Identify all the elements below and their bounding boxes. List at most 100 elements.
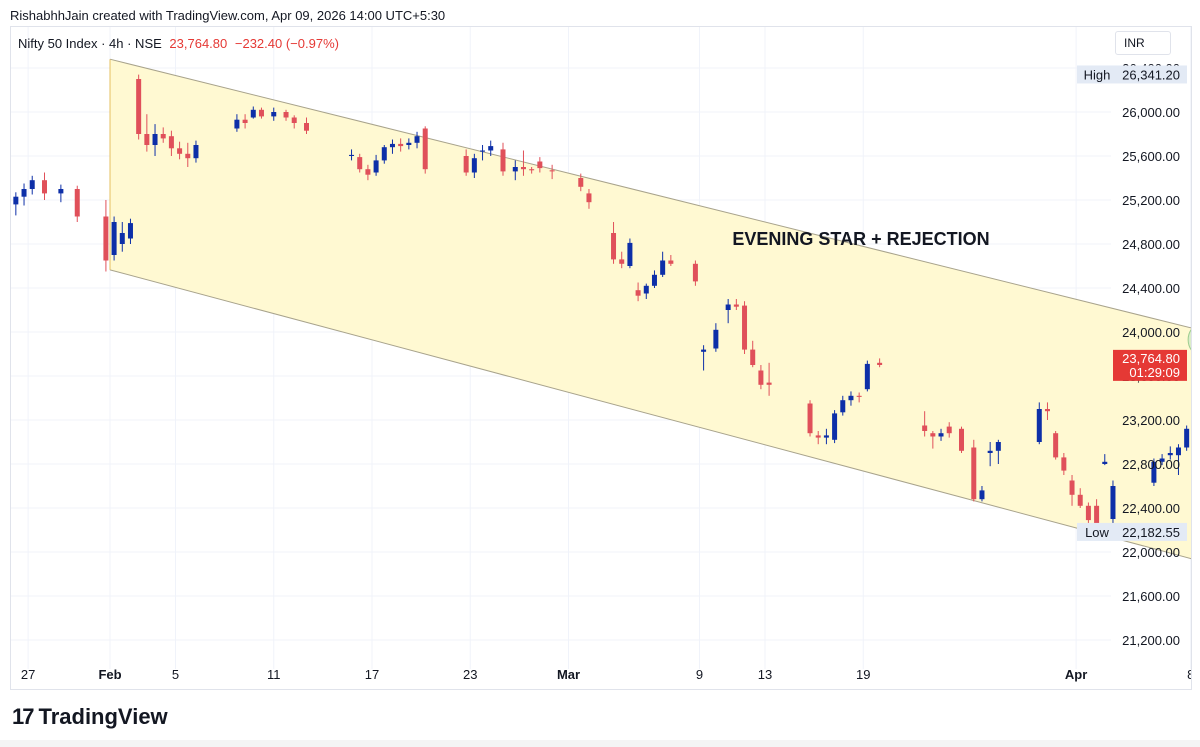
candle-body bbox=[946, 426, 952, 434]
candle bbox=[193, 140, 199, 163]
candle bbox=[271, 107, 277, 121]
candle-body bbox=[152, 134, 158, 145]
candle-body bbox=[1151, 461, 1157, 483]
candle-body bbox=[488, 146, 494, 151]
candle-body bbox=[177, 148, 183, 154]
time-tick-label: 5 bbox=[172, 667, 179, 682]
time-tick-label: 19 bbox=[856, 667, 870, 682]
candle bbox=[488, 140, 494, 156]
time-tick-label: 27 bbox=[21, 667, 35, 682]
time-axis: 27Feb5111723Mar91319Apr8152127May bbox=[21, 667, 1191, 682]
candle-body bbox=[160, 134, 166, 139]
candle bbox=[406, 138, 412, 150]
candle-body bbox=[480, 150, 486, 152]
candle-body bbox=[520, 167, 526, 170]
candle bbox=[758, 365, 764, 390]
candle-body bbox=[848, 395, 854, 401]
chart-credit: RishabhhJain created with TradingView.co… bbox=[10, 8, 446, 23]
candle bbox=[463, 149, 469, 176]
candle bbox=[864, 360, 870, 392]
candle bbox=[1044, 402, 1050, 420]
candle-body bbox=[193, 145, 199, 159]
candle bbox=[480, 145, 486, 161]
candle-body bbox=[389, 143, 395, 148]
candle bbox=[877, 358, 883, 368]
candle-body bbox=[1061, 457, 1067, 471]
price-tick-label: 24,000.00 bbox=[1122, 325, 1180, 340]
candle bbox=[234, 114, 240, 132]
candle bbox=[414, 131, 420, 149]
candle bbox=[930, 431, 936, 449]
high-tag bbox=[1077, 65, 1117, 84]
candle-body bbox=[103, 216, 109, 261]
time-tick-label: 8 bbox=[1187, 667, 1191, 682]
candle-body bbox=[578, 178, 584, 187]
candle bbox=[119, 222, 125, 252]
candle-body bbox=[127, 223, 133, 239]
candle bbox=[995, 439, 1001, 464]
candle bbox=[537, 157, 543, 173]
candle bbox=[1175, 444, 1181, 475]
candle-body bbox=[500, 149, 506, 172]
candle-body bbox=[168, 136, 174, 149]
candle-body bbox=[660, 260, 666, 275]
candle bbox=[168, 130, 174, 156]
candle-body bbox=[611, 233, 617, 260]
candle bbox=[520, 150, 526, 176]
symbol-name[interactable]: Nifty 50 Index · 4h · NSE bbox=[18, 36, 162, 51]
candle bbox=[185, 142, 191, 167]
candle-body bbox=[1175, 447, 1181, 456]
price-tick-label: 26,000.00 bbox=[1122, 105, 1180, 120]
candle-body bbox=[832, 413, 838, 440]
candle bbox=[1102, 454, 1108, 466]
price-chart[interactable]: EVENING STAR + REJECTION2332121,200.0021… bbox=[11, 27, 1191, 689]
candle bbox=[242, 114, 248, 129]
candle bbox=[742, 301, 748, 354]
candle bbox=[619, 251, 625, 269]
candle bbox=[381, 145, 387, 164]
candle-body bbox=[692, 263, 698, 282]
candle-body bbox=[1044, 409, 1050, 412]
candle bbox=[701, 345, 707, 371]
candle bbox=[660, 251, 666, 277]
candle-body bbox=[856, 395, 862, 397]
candle bbox=[1061, 453, 1067, 475]
candle-body bbox=[619, 259, 625, 264]
candle-body bbox=[111, 222, 117, 255]
tradingview-brand: 17 TradingView bbox=[12, 704, 168, 730]
time-tick-label: 23 bbox=[463, 667, 477, 682]
candle bbox=[160, 127, 166, 143]
candle bbox=[21, 183, 27, 206]
candle bbox=[500, 142, 506, 176]
pattern-annotation-title: EVENING STAR + REJECTION bbox=[732, 229, 989, 249]
candle-body bbox=[1094, 505, 1100, 526]
candle bbox=[177, 141, 183, 160]
candle-body bbox=[1102, 461, 1108, 464]
candle-body bbox=[42, 180, 47, 194]
candle bbox=[1184, 425, 1190, 451]
candle-body bbox=[271, 112, 277, 117]
price-tick-label: 22,400.00 bbox=[1122, 501, 1180, 516]
candle bbox=[959, 426, 964, 453]
candle bbox=[938, 428, 944, 441]
candle bbox=[578, 173, 584, 192]
candle bbox=[733, 299, 739, 310]
chart-area[interactable]: EVENING STAR + REJECTION2332121,200.0021… bbox=[10, 26, 1192, 690]
candle bbox=[13, 192, 19, 216]
low-value: 22,182.55 bbox=[1122, 525, 1180, 540]
candle-body bbox=[1110, 486, 1116, 519]
candle-body bbox=[971, 447, 977, 500]
brand-name: TradingView bbox=[38, 704, 168, 729]
candle-body bbox=[979, 490, 985, 500]
candle bbox=[1085, 502, 1091, 524]
candle-body bbox=[701, 349, 707, 352]
candle bbox=[635, 282, 641, 302]
currency-button[interactable]: INR bbox=[1115, 31, 1171, 55]
candle-body bbox=[242, 119, 248, 123]
time-tick-label: Feb bbox=[98, 667, 121, 682]
candle bbox=[103, 200, 109, 272]
candle bbox=[42, 172, 47, 200]
candle-body bbox=[1036, 409, 1042, 442]
candle bbox=[1053, 431, 1059, 460]
candle-body bbox=[373, 160, 379, 173]
